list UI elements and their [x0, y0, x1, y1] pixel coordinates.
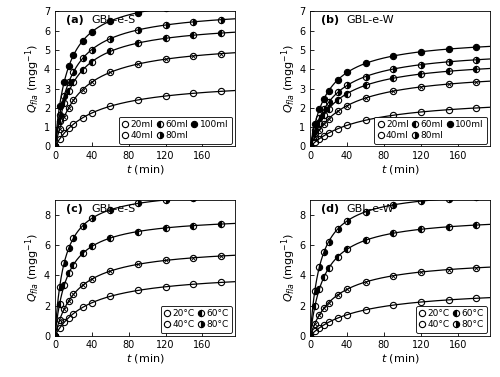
- Legend: 20ml, 40ml, 60ml, 80ml, 100ml: 20ml, 40ml, 60ml, 80ml, 100ml: [374, 116, 488, 144]
- Y-axis label: $Q_{fla}$ (mgg$^{-1}$): $Q_{fla}$ (mgg$^{-1}$): [279, 233, 297, 302]
- X-axis label: $t$ (min): $t$ (min): [381, 162, 420, 176]
- Text: (c): (c): [66, 204, 82, 215]
- X-axis label: $t$ (min): $t$ (min): [381, 352, 420, 365]
- Text: (d): (d): [321, 204, 339, 215]
- X-axis label: $t$ (min): $t$ (min): [126, 162, 164, 176]
- Text: (a): (a): [66, 15, 84, 25]
- Legend: 20ml, 40ml, 60ml, 80ml, 100ml: 20ml, 40ml, 60ml, 80ml, 100ml: [119, 116, 232, 144]
- Legend: 20°C, 40°C, 60°C, 80°C: 20°C, 40°C, 60°C, 80°C: [160, 306, 232, 333]
- Text: GBL-e-W: GBL-e-W: [346, 204, 394, 215]
- Text: GBL-e-W: GBL-e-W: [346, 15, 394, 25]
- Y-axis label: $Q_{fla}$ (mgg$^{-1}$): $Q_{fla}$ (mgg$^{-1}$): [24, 44, 42, 113]
- Text: (b): (b): [321, 15, 339, 25]
- Text: GBL-e-S: GBL-e-S: [91, 15, 135, 25]
- X-axis label: $t$ (min): $t$ (min): [126, 352, 164, 365]
- Y-axis label: $Q_{fla}$ (mgg$^{-1}$): $Q_{fla}$ (mgg$^{-1}$): [279, 44, 297, 113]
- Legend: 20°C, 40°C, 60°C, 80°C: 20°C, 40°C, 60°C, 80°C: [416, 306, 488, 333]
- Y-axis label: $Q_{fla}$ (mgg$^{-1}$): $Q_{fla}$ (mgg$^{-1}$): [24, 233, 42, 302]
- Text: GBL-e-S: GBL-e-S: [91, 204, 135, 215]
